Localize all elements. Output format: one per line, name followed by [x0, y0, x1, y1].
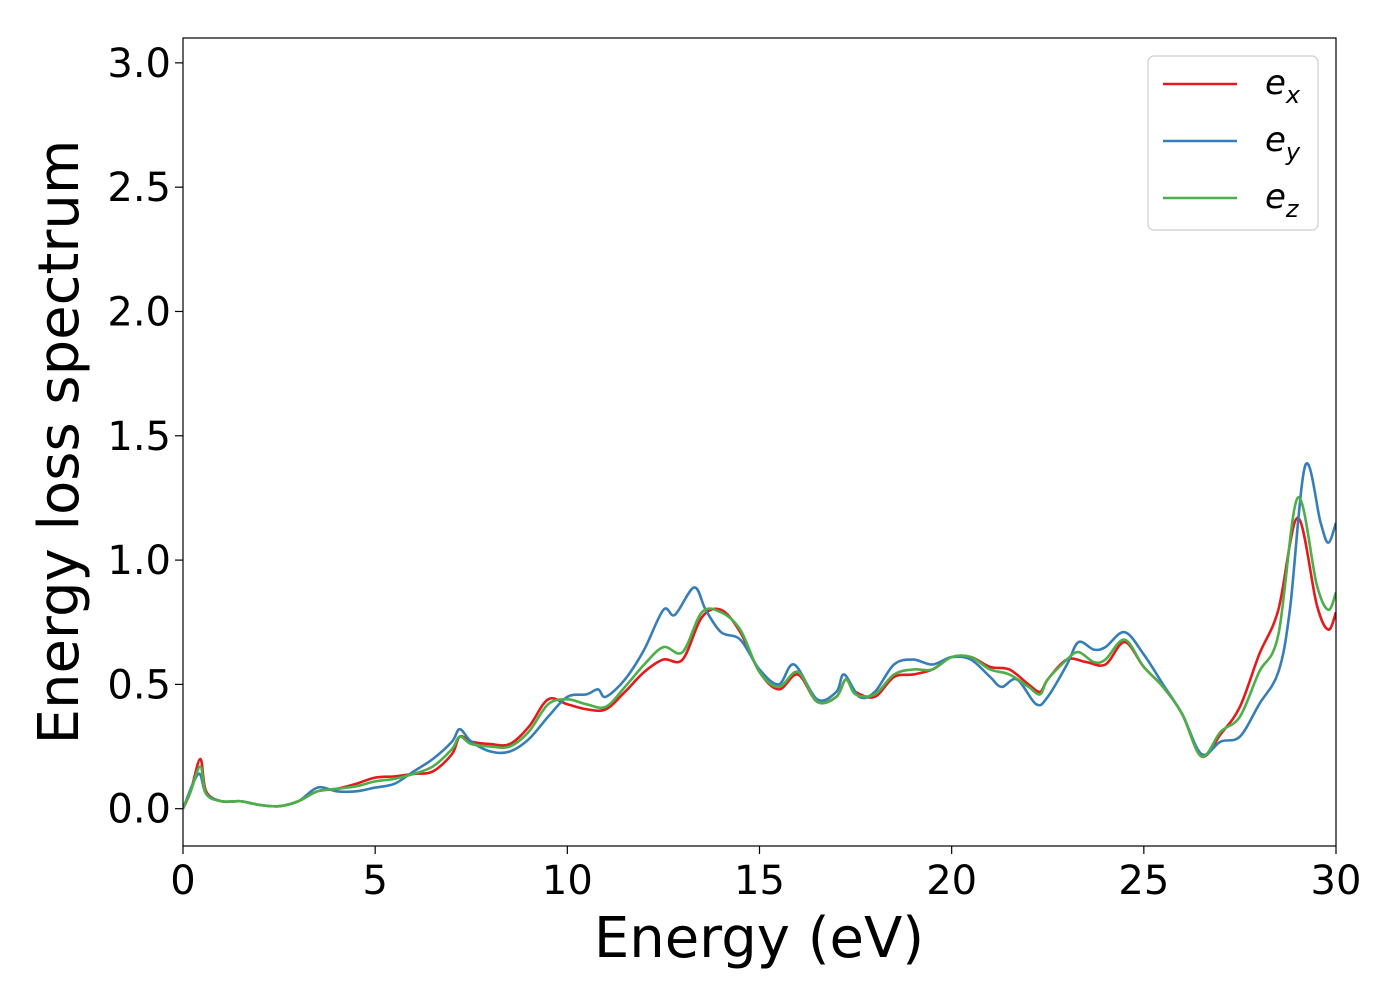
x-tick-label: 25 [1118, 858, 1169, 904]
legend-label-y: ey [1265, 120, 1301, 166]
x-tick-label: 0 [170, 858, 195, 904]
y-tick-label: 0.5 [107, 662, 171, 708]
ticks-layer: 0 5 10 15 20 25 30 0.0 0.5 1.0 1.5 2.0 2.5 3.0 [107, 41, 1361, 904]
y-tick-label: 1.5 [107, 414, 171, 460]
series-layer [183, 462, 1336, 810]
y-tick-label: 3.0 [107, 41, 171, 87]
series-line-x [183, 516, 1336, 810]
legend: ex ey ez [1147, 55, 1319, 231]
series-line-z [183, 496, 1336, 810]
y-axis-label: Energy loss spectrum [27, 140, 92, 745]
y-tick-label: 2.5 [107, 165, 171, 211]
x-tick-label: 20 [926, 858, 977, 904]
legend-frame [1147, 55, 1319, 231]
y-tick-label: 1.0 [107, 538, 171, 584]
x-tick-label: 30 [1311, 858, 1362, 904]
legend-label-z: ez [1265, 177, 1300, 223]
legend-label-x: ex [1265, 63, 1301, 109]
x-tick-label: 10 [542, 858, 593, 904]
y-tick-label: 0.0 [107, 787, 171, 833]
x-tick-label: 15 [734, 858, 785, 904]
x-tick-label: 5 [362, 858, 387, 904]
x-axis-label: Energy (eV) [594, 906, 924, 971]
series-line-y [183, 462, 1336, 810]
y-tick-label: 2.0 [107, 289, 171, 335]
